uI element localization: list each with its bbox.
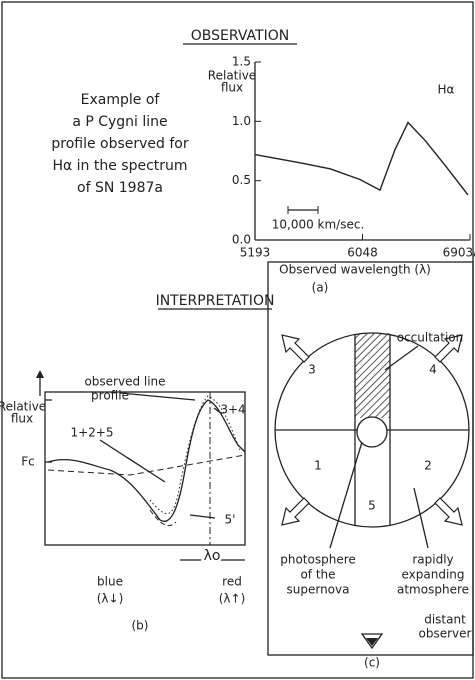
y-tick-label: 0.0: [232, 233, 251, 247]
text-line: a P Cygni line: [72, 114, 167, 130]
y-tick-label: 1.0: [232, 114, 251, 128]
label: flux: [11, 412, 33, 426]
label: expanding: [401, 568, 464, 582]
arrow: [281, 334, 310, 363]
pointer: [384, 345, 419, 371]
arrow: [434, 334, 463, 363]
interpretation-title: INTERPRETATION: [156, 293, 275, 309]
data-line: [254, 121, 469, 196]
panel-c: 3 4 1 5 2 occultation photosphere of the…: [267, 261, 474, 670]
example-text: Example of a P Cygni line profile observ…: [51, 92, 189, 196]
arrow-head: [36, 370, 44, 378]
text-line: of SN 1987a: [77, 180, 163, 196]
text-line: profile observed for: [51, 136, 189, 152]
photosphere: [356, 416, 388, 448]
pointer: [413, 487, 429, 549]
plot-box: [44, 391, 246, 546]
pupil: [366, 638, 378, 646]
region-label: 1: [314, 459, 322, 473]
label: profile: [91, 389, 129, 403]
label: observer: [419, 627, 472, 641]
expansion-arrows: [281, 334, 463, 526]
label: rapidly: [412, 553, 453, 567]
component-5: [149, 509, 177, 526]
label: photosphere: [280, 553, 356, 567]
label: observed line: [84, 375, 165, 389]
panel-box: [267, 261, 474, 656]
pointer: [329, 441, 363, 549]
caption: (a): [312, 281, 329, 295]
label: atmosphere: [397, 583, 469, 597]
text-line: Hα in the spectrum: [52, 158, 187, 174]
model-profile: [149, 395, 241, 515]
y-tick-label: 0.5: [232, 173, 251, 187]
region-label: 2: [424, 459, 432, 473]
label: Relative: [0, 400, 46, 414]
label: blue: [97, 575, 123, 589]
scale-bar-label: 10,000 km/sec.: [272, 218, 365, 232]
label: (λ↓): [97, 592, 124, 606]
arrow: [281, 497, 310, 526]
label: occultation: [397, 331, 464, 345]
y-axis-label: flux: [221, 81, 243, 95]
pointer: [99, 439, 166, 483]
pointer: [119, 392, 196, 401]
label: 1+2+5: [70, 426, 113, 440]
label: 3+4: [220, 403, 245, 417]
x-tick-label: 5193: [240, 246, 271, 260]
region-label: 5: [368, 499, 376, 513]
label: red: [222, 575, 242, 589]
x-tick-label: 6048: [347, 246, 378, 260]
label: distant: [424, 613, 466, 627]
x-axis-label: Observed wavelength (λ): [279, 263, 431, 277]
label: λo: [204, 548, 221, 564]
observation-title: OBSERVATION: [191, 28, 289, 44]
profile: [47, 399, 246, 522]
y-tick-label: 1.5: [232, 55, 251, 69]
caption: (c): [364, 656, 380, 670]
panel-b: Relative flux observed line profile 1+2+…: [0, 370, 246, 633]
label: supernova: [287, 583, 350, 597]
occultation-region: [355, 333, 390, 418]
series-label: Hα: [438, 83, 455, 97]
region-label: 3: [308, 363, 316, 377]
continuum: [47, 454, 246, 476]
caption: (b): [132, 619, 149, 633]
label: of the: [300, 568, 335, 582]
pointer: [189, 514, 216, 519]
arrow: [434, 497, 463, 526]
y-axis-label: Relative: [208, 69, 256, 83]
label: 5': [225, 513, 236, 527]
label: Fc: [21, 455, 35, 469]
x-tick-label: 6903Å: [443, 245, 475, 260]
pointer: [213, 407, 223, 415]
label: (λ↑): [219, 592, 246, 606]
text-line: Example of: [81, 92, 161, 108]
region-label: 4: [429, 363, 437, 377]
eye: [360, 633, 384, 650]
